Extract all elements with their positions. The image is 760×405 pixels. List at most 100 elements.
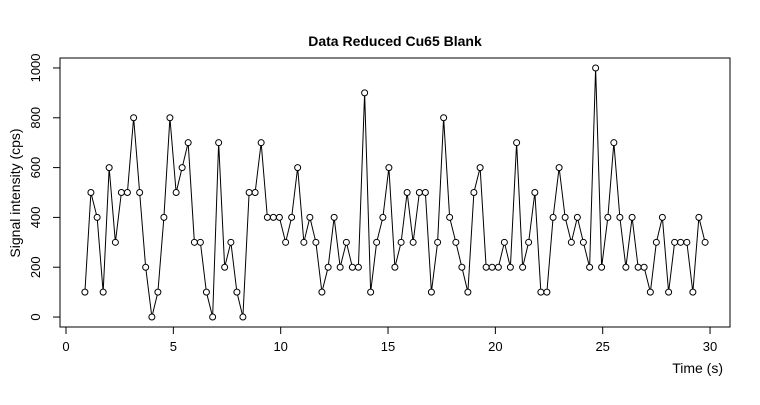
data-point [288,213,296,221]
y-tick-label: 1000 [28,54,43,83]
data-point [531,189,539,196]
data-point [671,238,679,246]
data-point [367,288,375,296]
data-point [500,238,508,246]
data-point [81,288,89,296]
data-point [665,288,673,296]
data-point [306,213,314,221]
data-point [282,238,290,246]
data-point [470,189,478,196]
data-point [592,64,600,72]
data-point [123,189,131,196]
data-point [318,288,326,296]
data-point [105,164,113,172]
y-tick-label: 600 [28,157,43,179]
data-point [148,313,156,321]
data-point [579,238,587,246]
x-tick-label: 0 [62,339,69,354]
y-tick-label: 200 [28,256,43,278]
data-point [598,263,606,271]
data-point [269,213,277,221]
data-point [427,288,435,296]
data-point [561,213,569,221]
data-point [573,213,581,221]
data-point [99,288,107,296]
data-point [683,238,691,246]
data-point [136,189,144,196]
data-point [172,189,180,196]
data-point [695,213,703,221]
data-point [379,213,387,221]
data-point [634,263,642,271]
data-point [658,213,666,221]
data-point [361,89,369,97]
data-point [555,164,563,172]
data-point [245,189,253,196]
data-point [354,263,362,271]
data-point [342,238,350,246]
data-point [111,238,119,246]
data-point [446,213,454,221]
data-point [166,114,174,122]
y-tick-label: 400 [28,207,43,229]
data-point [567,238,575,246]
data-point [263,213,271,221]
data-point [616,213,624,221]
data-point [701,238,709,246]
x-tick-label: 10 [273,339,287,354]
data-point [275,213,283,221]
data-point [488,263,496,271]
data-point [525,238,533,246]
data-point [403,189,411,196]
data-point [294,164,302,172]
x-tick-label: 5 [170,339,177,354]
x-tick-label: 25 [595,339,609,354]
data-point [434,238,442,246]
data-point [221,263,229,271]
data-point [117,189,125,196]
data-point [312,238,320,246]
data-point [257,139,265,147]
data-point [421,189,429,196]
data-point [458,263,466,271]
data-point [482,263,490,271]
data-point [324,263,332,271]
data-point [452,238,460,246]
data-point [93,213,101,221]
data-point [586,263,594,271]
x-tick-label: 15 [381,339,395,354]
chart-title: Data Reduced Cu65 Blank [308,33,482,49]
x-tick-label: 30 [703,339,717,354]
data-point [506,263,514,271]
data-point [646,288,654,296]
y-tick-label: 800 [28,107,43,129]
data-point [513,139,521,147]
data-point [476,164,484,172]
data-point [543,288,551,296]
data-point [336,263,344,271]
data-point [209,313,217,321]
data-point [184,139,192,147]
data-point [409,238,417,246]
data-point [202,288,210,296]
data-point [689,288,697,296]
data-point [190,238,198,246]
y-axis-label: Signal intensity (cps) [7,128,23,257]
data-point [549,213,557,221]
data-point [610,139,618,147]
data-point [385,164,393,172]
data-point [348,263,356,271]
data-point [652,238,660,246]
data-point [519,263,527,271]
data-point [440,114,448,122]
data-point [373,238,381,246]
data-point [300,238,308,246]
data-point [640,263,648,271]
y-tick-label: 0 [28,313,43,320]
data-point [415,189,423,196]
data-point [622,263,630,271]
data-point [130,114,138,122]
x-tick-label: 20 [488,339,502,354]
data-point [87,189,95,196]
